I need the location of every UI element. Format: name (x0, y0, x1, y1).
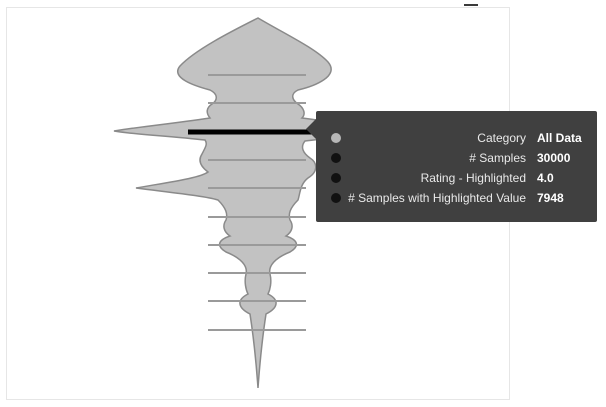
legend-dot-icon (331, 193, 341, 203)
tooltip-row-samples: # Samples 30000 (316, 148, 597, 168)
tooltip-row-category: Category All Data (316, 128, 597, 148)
tooltip-value: 30000 (537, 151, 571, 165)
tooltip-pointer (306, 119, 316, 139)
tooltip-label: Rating - Highlighted (420, 171, 526, 185)
tooltip-label: # Samples with Highlighted Value (348, 191, 526, 205)
tooltip-row-rating: Rating - Highlighted 4.0 (316, 168, 597, 188)
tooltip-value: 4.0 (537, 171, 554, 185)
tooltip-value: All Data (537, 131, 582, 145)
quartile-lines (208, 74, 306, 331)
legend-dot-icon (331, 153, 341, 163)
tooltip: Category All Data # Samples 30000 Rating… (316, 111, 597, 222)
tooltip-row-highlighted-samples: # Samples with Highlighted Value 7948 (316, 188, 597, 208)
tooltip-label: # Samples (469, 151, 526, 165)
tooltip-label: Category (477, 131, 526, 145)
tooltip-value: 7948 (537, 191, 564, 205)
legend-dot-icon (331, 173, 341, 183)
legend-dot-icon (331, 133, 341, 143)
focus-mode-icon[interactable] (464, 0, 478, 6)
